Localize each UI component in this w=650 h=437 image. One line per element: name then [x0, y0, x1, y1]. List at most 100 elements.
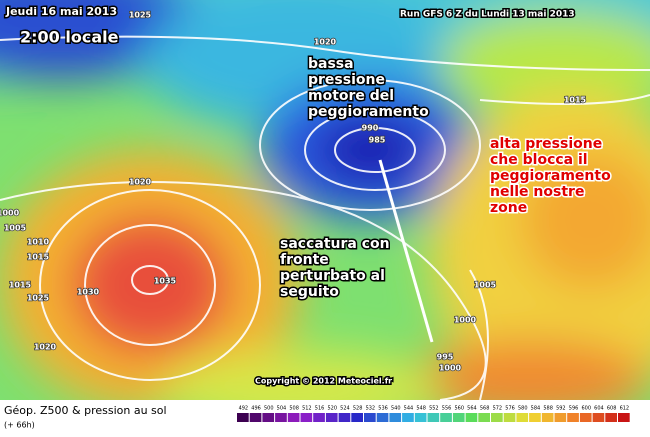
colorbar-cell — [567, 413, 579, 422]
isobar-label: 985 — [369, 136, 386, 145]
colorbar-tick-label: 520 — [327, 406, 337, 412]
colorbar-tick-label: 500 — [264, 406, 274, 412]
annotation-line: fronte — [280, 252, 329, 268]
colorbar-tick-label: 600 — [581, 406, 591, 412]
colorbar-tick-label: 576 — [505, 406, 515, 412]
colorbar-cell — [516, 413, 529, 422]
colorbar-tick-label: 556 — [442, 406, 452, 412]
colorbar-cell — [414, 413, 427, 422]
colorbar-tick-label: 516 — [315, 406, 325, 412]
colorbar-cell — [275, 413, 287, 422]
isobar-label: 990 — [362, 124, 379, 133]
colorbar-cell — [618, 413, 630, 422]
isobar-label: 1030 — [77, 288, 100, 297]
isobar-label: 1020 — [314, 38, 337, 47]
colorbar-tick-label: 496 — [251, 406, 261, 412]
colorbar-cell — [325, 413, 338, 422]
time: 2:00 locale — [20, 28, 119, 47]
colorbar-cell — [427, 413, 440, 422]
colorbar-tick-label: 592 — [556, 406, 566, 412]
isobar-label: 1025 — [129, 11, 152, 20]
isobar-label: 1020 — [129, 178, 152, 187]
isobar-label: 1010 — [27, 238, 50, 247]
annotation-line: alta pressione — [490, 136, 602, 152]
colorbar-cell — [237, 413, 249, 422]
annotation-line: peggioramento — [490, 168, 611, 184]
colorbar-cell — [554, 413, 567, 422]
annotation-line: perturbato al — [280, 268, 385, 284]
isobar-label: 1015 — [9, 281, 32, 290]
annotation-line: peggioramento — [308, 104, 429, 120]
colorbar-tick-label: 568 — [480, 406, 490, 412]
run-info: Run GFS 6 Z du Lundi 13 mai 2013 — [400, 10, 575, 20]
isobar-label: 1035 — [154, 277, 177, 286]
isobar-label: 995 — [437, 353, 454, 362]
isobar-label: 1020 — [34, 343, 57, 352]
isobar-label: 1000 — [0, 209, 20, 218]
colorbar-cell — [465, 413, 478, 422]
colorbar-tick-label: 544 — [404, 406, 414, 412]
annotation-line: nelle nostre — [490, 184, 584, 200]
colorbar-cell — [402, 413, 414, 422]
colorbar-tick-label: 572 — [493, 406, 503, 412]
colorbar-tick-label: 604 — [594, 406, 604, 412]
copyright: Copyright © 2012 Meteociel.fr — [255, 377, 392, 386]
colorbar-tick-label: 596 — [569, 406, 579, 412]
annotation-line: motore del — [308, 88, 394, 104]
colorbar-cell — [313, 413, 325, 422]
colorbar-cell — [478, 413, 490, 422]
colorbar-cell — [503, 413, 516, 422]
isobar-label: 1025 — [27, 294, 50, 303]
colorbar-tick-label: 492 — [239, 406, 249, 412]
annotation-line: saccatura con — [280, 236, 390, 252]
colorbar-cell — [389, 413, 402, 422]
colorbar-tick-label: 524 — [340, 406, 350, 412]
colorbar-tick-label: 536 — [378, 406, 388, 412]
isobar-label: 1005 — [4, 224, 27, 233]
colorbar-cell — [364, 413, 376, 422]
colorbar-cell — [541, 413, 554, 422]
annotation-line: che blocca il — [490, 152, 588, 168]
colorbar-tick-label: 528 — [353, 406, 363, 412]
isobar-label: 1015 — [564, 96, 587, 105]
colorbar-cell — [529, 413, 541, 422]
colorbar-cell — [579, 413, 592, 422]
footer-title: Géop. Z500 & pression au sol — [4, 404, 167, 417]
colorbar-cell — [338, 413, 351, 422]
date: Jeudi 16 mai 2013 — [5, 5, 117, 18]
colorbar-tick-label: 512 — [302, 406, 312, 412]
annotation-line: pressione — [308, 72, 385, 88]
colorbar-tick-label: 532 — [366, 406, 376, 412]
colorbar-cell — [376, 413, 389, 422]
colorbar-cell — [351, 413, 363, 422]
colorbar-cell — [440, 413, 452, 422]
colorbar-tick-label: 612 — [620, 406, 630, 412]
annotation-line: bassa — [308, 56, 354, 72]
colorbar-cell — [287, 413, 300, 422]
colorbar-tick-label: 580 — [518, 406, 528, 412]
colorbar-cell — [605, 413, 617, 422]
isobar-label: 1000 — [439, 364, 462, 373]
isobar-label: 1000 — [454, 316, 477, 325]
colorbar-tick-label: 504 — [277, 406, 287, 412]
colorbar-tick-label: 548 — [416, 406, 426, 412]
colorbar-tick-label: 608 — [607, 406, 617, 412]
colorbar-tick-label: 588 — [543, 406, 553, 412]
colorbar-tick-label: 540 — [391, 406, 401, 412]
colorbar-cell — [262, 413, 275, 422]
colorbar-cell — [249, 413, 262, 422]
annotation-line: zone — [490, 200, 527, 216]
colorbar-cell — [300, 413, 313, 422]
footer-subtitle: (+ 66h) — [4, 421, 35, 430]
colorbar-cell — [592, 413, 605, 422]
front-line — [378, 159, 434, 343]
annotation-line: seguito — [280, 284, 339, 300]
colorbar-cell — [452, 413, 465, 422]
colorbar-cell — [491, 413, 503, 422]
colorbar-tick-label: 552 — [429, 406, 439, 412]
isobar-label: 1015 — [27, 253, 50, 262]
isobar-label: 1005 — [474, 281, 497, 290]
colorbar-tick-label: 584 — [531, 406, 541, 412]
